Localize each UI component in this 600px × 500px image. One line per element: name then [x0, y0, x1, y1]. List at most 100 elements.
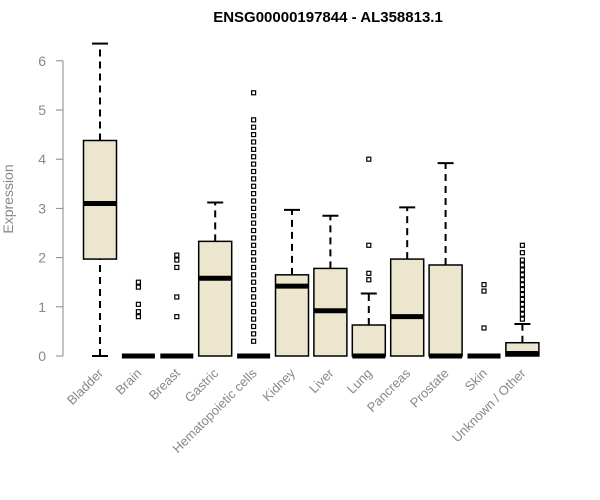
outlier-point	[251, 272, 257, 278]
y-tick-label: 4	[38, 151, 46, 167]
outlier-point	[519, 262, 526, 268]
outlier-point	[251, 323, 257, 330]
outlier-point	[519, 296, 526, 303]
outlier-point	[519, 286, 526, 293]
outlier-point	[251, 227, 257, 234]
outlier-point	[251, 198, 257, 204]
outlier-point	[251, 168, 257, 175]
outlier-point	[251, 316, 257, 322]
box-iqr	[389, 258, 425, 357]
outlier-point	[174, 294, 180, 300]
outlier-point	[251, 294, 257, 300]
outlier-point	[251, 124, 257, 130]
box-gastric	[197, 201, 233, 357]
outlier-point	[251, 90, 257, 96]
outlier-point	[251, 161, 257, 167]
outlier-point	[519, 257, 526, 263]
outlier-point	[481, 325, 487, 331]
x-tick-label: Bladder	[64, 365, 107, 408]
y-axis-label: Expression	[0, 164, 16, 233]
outlier-point	[519, 306, 526, 312]
outlier-point	[481, 288, 487, 294]
outlier-point	[135, 314, 141, 320]
x-tick-label: Breast	[146, 365, 183, 402]
outlier-point	[251, 154, 257, 160]
box-iqr	[351, 324, 387, 357]
y-tick-label: 1	[38, 299, 46, 315]
outlier-point	[251, 139, 257, 145]
y-tick-label: 2	[38, 250, 46, 266]
box-skin	[467, 282, 501, 359]
x-tick-label: Lung	[344, 366, 375, 397]
y-tick-label: 0	[38, 348, 46, 364]
chart-title: ENSG00000197844 - AL358813.1	[213, 9, 443, 26]
outlier-point	[251, 213, 257, 219]
outlier-point	[519, 242, 526, 248]
outlier-point	[519, 267, 526, 273]
box-brain	[121, 279, 155, 359]
outlier-point	[251, 205, 257, 211]
outlier-point	[366, 156, 372, 162]
outlier-point	[135, 284, 141, 290]
box-unknown-other	[505, 242, 540, 357]
outlier-point	[251, 191, 257, 197]
outlier-point	[519, 291, 526, 298]
box-liver	[313, 214, 348, 357]
outlier-point	[135, 279, 141, 285]
outlier-point	[251, 146, 257, 152]
outlier-point	[251, 338, 257, 344]
x-tick-label: Skin	[462, 366, 490, 394]
outlier-point	[251, 301, 257, 307]
outlier-point	[174, 314, 180, 320]
y-axis: 0 1 2 3 4 5 6	[38, 53, 64, 364]
outlier-point	[251, 117, 257, 123]
outlier-point	[174, 264, 180, 271]
outlier-point	[251, 242, 257, 248]
box-iqr	[428, 264, 463, 357]
outlier-point	[251, 235, 257, 241]
box-kidney	[274, 208, 310, 357]
outlier-point	[251, 264, 257, 271]
box-iqr	[197, 240, 233, 357]
outlier-point	[251, 286, 257, 293]
outlier-point	[135, 301, 141, 307]
outlier-point	[251, 309, 257, 315]
outlier-point	[366, 277, 372, 283]
box-iqr	[82, 139, 118, 260]
outlier-point	[251, 183, 257, 189]
box-breast	[160, 252, 194, 359]
outlier-point	[519, 311, 526, 317]
outlier-point	[251, 279, 257, 285]
x-tick-label: Brain	[112, 366, 144, 398]
outlier-point	[251, 220, 257, 226]
box-hematopoietic-cells	[237, 90, 271, 359]
y-tick-label: 5	[38, 102, 46, 118]
outlier-point	[519, 282, 526, 288]
x-tick-label: Prostate	[407, 366, 452, 411]
outlier-point	[366, 270, 372, 276]
outlier-point	[481, 282, 487, 288]
outlier-point	[174, 252, 180, 258]
box-bladder	[82, 42, 118, 357]
outlier-point	[251, 250, 257, 256]
x-tick-label: Liver	[306, 365, 337, 396]
outlier-point	[251, 132, 257, 138]
y-tick-label: 3	[38, 200, 46, 216]
outlier-point	[519, 272, 526, 278]
outlier-point	[251, 331, 257, 337]
x-tick-label: Kidney	[259, 365, 298, 404]
outlier-point	[519, 277, 526, 283]
outlier-point	[174, 257, 180, 263]
box-pancreas	[389, 206, 425, 357]
outlier-point	[519, 316, 526, 322]
outlier-point	[366, 242, 372, 248]
outlier-point	[251, 257, 257, 263]
outlier-point	[135, 309, 141, 315]
y-tick-label: 6	[38, 53, 46, 69]
box-lung	[351, 156, 387, 359]
outlier-point	[519, 301, 526, 307]
box-prostate	[428, 162, 463, 359]
box-series	[82, 42, 540, 359]
